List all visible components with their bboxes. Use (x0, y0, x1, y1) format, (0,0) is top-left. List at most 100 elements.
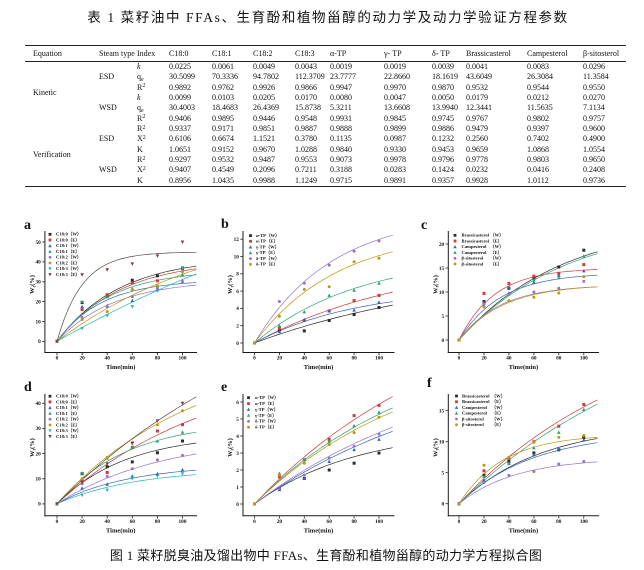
svg-text:γ-TP（E）: γ-TP（E） (254, 413, 277, 419)
svg-text:γ-TP（E）: γ-TP（E） (255, 250, 278, 256)
svg-text:C18:3（W）: C18:3（W） (56, 266, 82, 272)
svg-text:100: 100 (179, 519, 187, 525)
svg-text:α-TP（W）: α-TP（W） (256, 233, 280, 239)
svg-text:0: 0 (56, 356, 59, 362)
svg-text:0: 0 (458, 519, 461, 525)
svg-text:f: f (427, 376, 432, 391)
svg-text:100: 100 (375, 356, 383, 362)
svg-text:1: 1 (236, 485, 239, 491)
svg-text:4: 4 (236, 434, 239, 440)
svg-text:Campesterol: Campesterol (462, 411, 488, 416)
svg-text:5: 5 (442, 314, 445, 320)
svg-text:δ-TP（W）: δ-TP（W） (255, 419, 279, 425)
svg-text:0: 0 (253, 519, 256, 525)
svg-text:5: 5 (236, 417, 239, 423)
svg-text:Brassicasterol: Brassicasterol (462, 233, 490, 238)
svg-text:30: 30 (36, 426, 42, 432)
svg-text:20: 20 (439, 242, 445, 248)
svg-text:15: 15 (439, 266, 445, 272)
svg-text:Campesterol: Campesterol (462, 244, 488, 249)
svg-text:（W）: （W） (492, 405, 506, 411)
svg-text:100: 100 (179, 356, 187, 362)
svg-text:C18:1（W）: C18:1（W） (56, 243, 82, 249)
svg-text:（E）: （E） (490, 238, 502, 244)
svg-text:α-TP（W）: α-TP（W） (255, 395, 279, 401)
svg-text:c: c (421, 218, 427, 233)
svg-text:（E）: （E） (492, 422, 504, 428)
svg-text:12: 12 (234, 237, 240, 243)
svg-text:0: 0 (442, 502, 445, 508)
svg-text:0: 0 (236, 502, 239, 508)
svg-text:100: 100 (580, 356, 588, 362)
svg-text:Wt(%): Wt(%) (227, 438, 234, 457)
svg-text:20: 20 (277, 356, 283, 362)
svg-text:40: 40 (105, 519, 111, 525)
svg-text:0: 0 (458, 356, 461, 362)
svg-text:60: 60 (531, 519, 537, 525)
svg-text:Time(min): Time(min) (106, 364, 136, 371)
svg-text:10: 10 (234, 254, 240, 260)
svg-text:（E）: （E） (492, 399, 504, 405)
svg-text:Time(min): Time(min) (509, 364, 539, 371)
svg-text:C18:0（W）: C18:0（W） (56, 232, 82, 238)
svg-text:8: 8 (236, 272, 239, 278)
svg-text:0: 0 (56, 519, 59, 525)
svg-text:Brassicasterol: Brassicasterol (462, 238, 490, 243)
svg-text:Wt(%): Wt(%) (29, 275, 36, 294)
svg-text:Wt(%): Wt(%) (227, 275, 234, 294)
svg-text:20: 20 (277, 519, 283, 525)
svg-text:30: 30 (36, 280, 42, 286)
svg-text:0: 0 (38, 339, 41, 345)
svg-text:50: 50 (36, 240, 42, 246)
svg-text:Time(min): Time(min) (304, 364, 334, 371)
svg-text:a: a (24, 218, 31, 233)
svg-text:δ-TP（W）: δ-TP（W） (256, 256, 280, 262)
svg-text:80: 80 (351, 519, 357, 525)
svg-text:γ-TP（W）: γ-TP（W） (254, 407, 278, 413)
svg-text:（W）: （W） (490, 233, 504, 239)
svg-text:Brassicasterol: Brassicasterol (462, 393, 490, 398)
svg-text:α-TP（E）: α-TP（E） (256, 239, 278, 245)
svg-text:20: 20 (481, 356, 487, 362)
svg-text:C18:1（E）: C18:1（E） (56, 249, 80, 255)
svg-text:b: b (221, 217, 229, 232)
svg-text:β-sitosterol: β-sitosterol (462, 416, 484, 421)
svg-text:C18:2（E）: C18:2（E） (56, 260, 80, 266)
svg-text:40: 40 (105, 356, 111, 362)
svg-text:10: 10 (439, 290, 445, 296)
svg-text:0: 0 (38, 502, 41, 508)
svg-text:Wt(%): Wt(%) (432, 438, 439, 457)
svg-text:6: 6 (236, 289, 239, 295)
svg-text:（W）: （W） (490, 256, 504, 262)
svg-text:20: 20 (481, 519, 487, 525)
svg-text:40: 40 (36, 401, 42, 407)
svg-text:80: 80 (155, 356, 161, 362)
svg-text:3: 3 (236, 451, 239, 457)
svg-text:γ-TP（W）: γ-TP（W） (255, 244, 279, 250)
svg-text:40: 40 (36, 260, 42, 266)
svg-text:40: 40 (506, 519, 512, 525)
svg-text:80: 80 (351, 356, 357, 362)
svg-text:Wt(%): Wt(%) (29, 438, 36, 457)
svg-text:β-sitosterol: β-sitosterol (462, 261, 484, 266)
svg-text:0: 0 (253, 356, 256, 362)
svg-text:C18:3（W）: C18:3（W） (56, 428, 82, 434)
svg-text:C18:1（E）: C18:1（E） (56, 411, 80, 417)
svg-text:60: 60 (327, 519, 333, 525)
svg-text:60: 60 (531, 356, 537, 362)
svg-text:60: 60 (130, 356, 136, 362)
svg-text:（W）: （W） (492, 393, 506, 399)
svg-text:20: 20 (36, 299, 42, 305)
svg-text:10: 10 (36, 477, 42, 483)
svg-text:（E）: （E） (490, 250, 502, 256)
svg-text:5: 5 (442, 471, 445, 477)
svg-text:Wt(%): Wt(%) (432, 275, 439, 294)
svg-text:20: 20 (36, 451, 42, 457)
svg-text:d: d (24, 380, 32, 395)
svg-text:e: e (221, 380, 227, 395)
svg-text:Time(min): Time(min) (304, 527, 334, 534)
svg-text:60: 60 (327, 356, 333, 362)
svg-text:α-TP（E）: α-TP（E） (255, 401, 277, 407)
svg-text:（E）: （E） (490, 261, 502, 267)
svg-text:δ-TP（E）: δ-TP（E） (256, 262, 278, 268)
